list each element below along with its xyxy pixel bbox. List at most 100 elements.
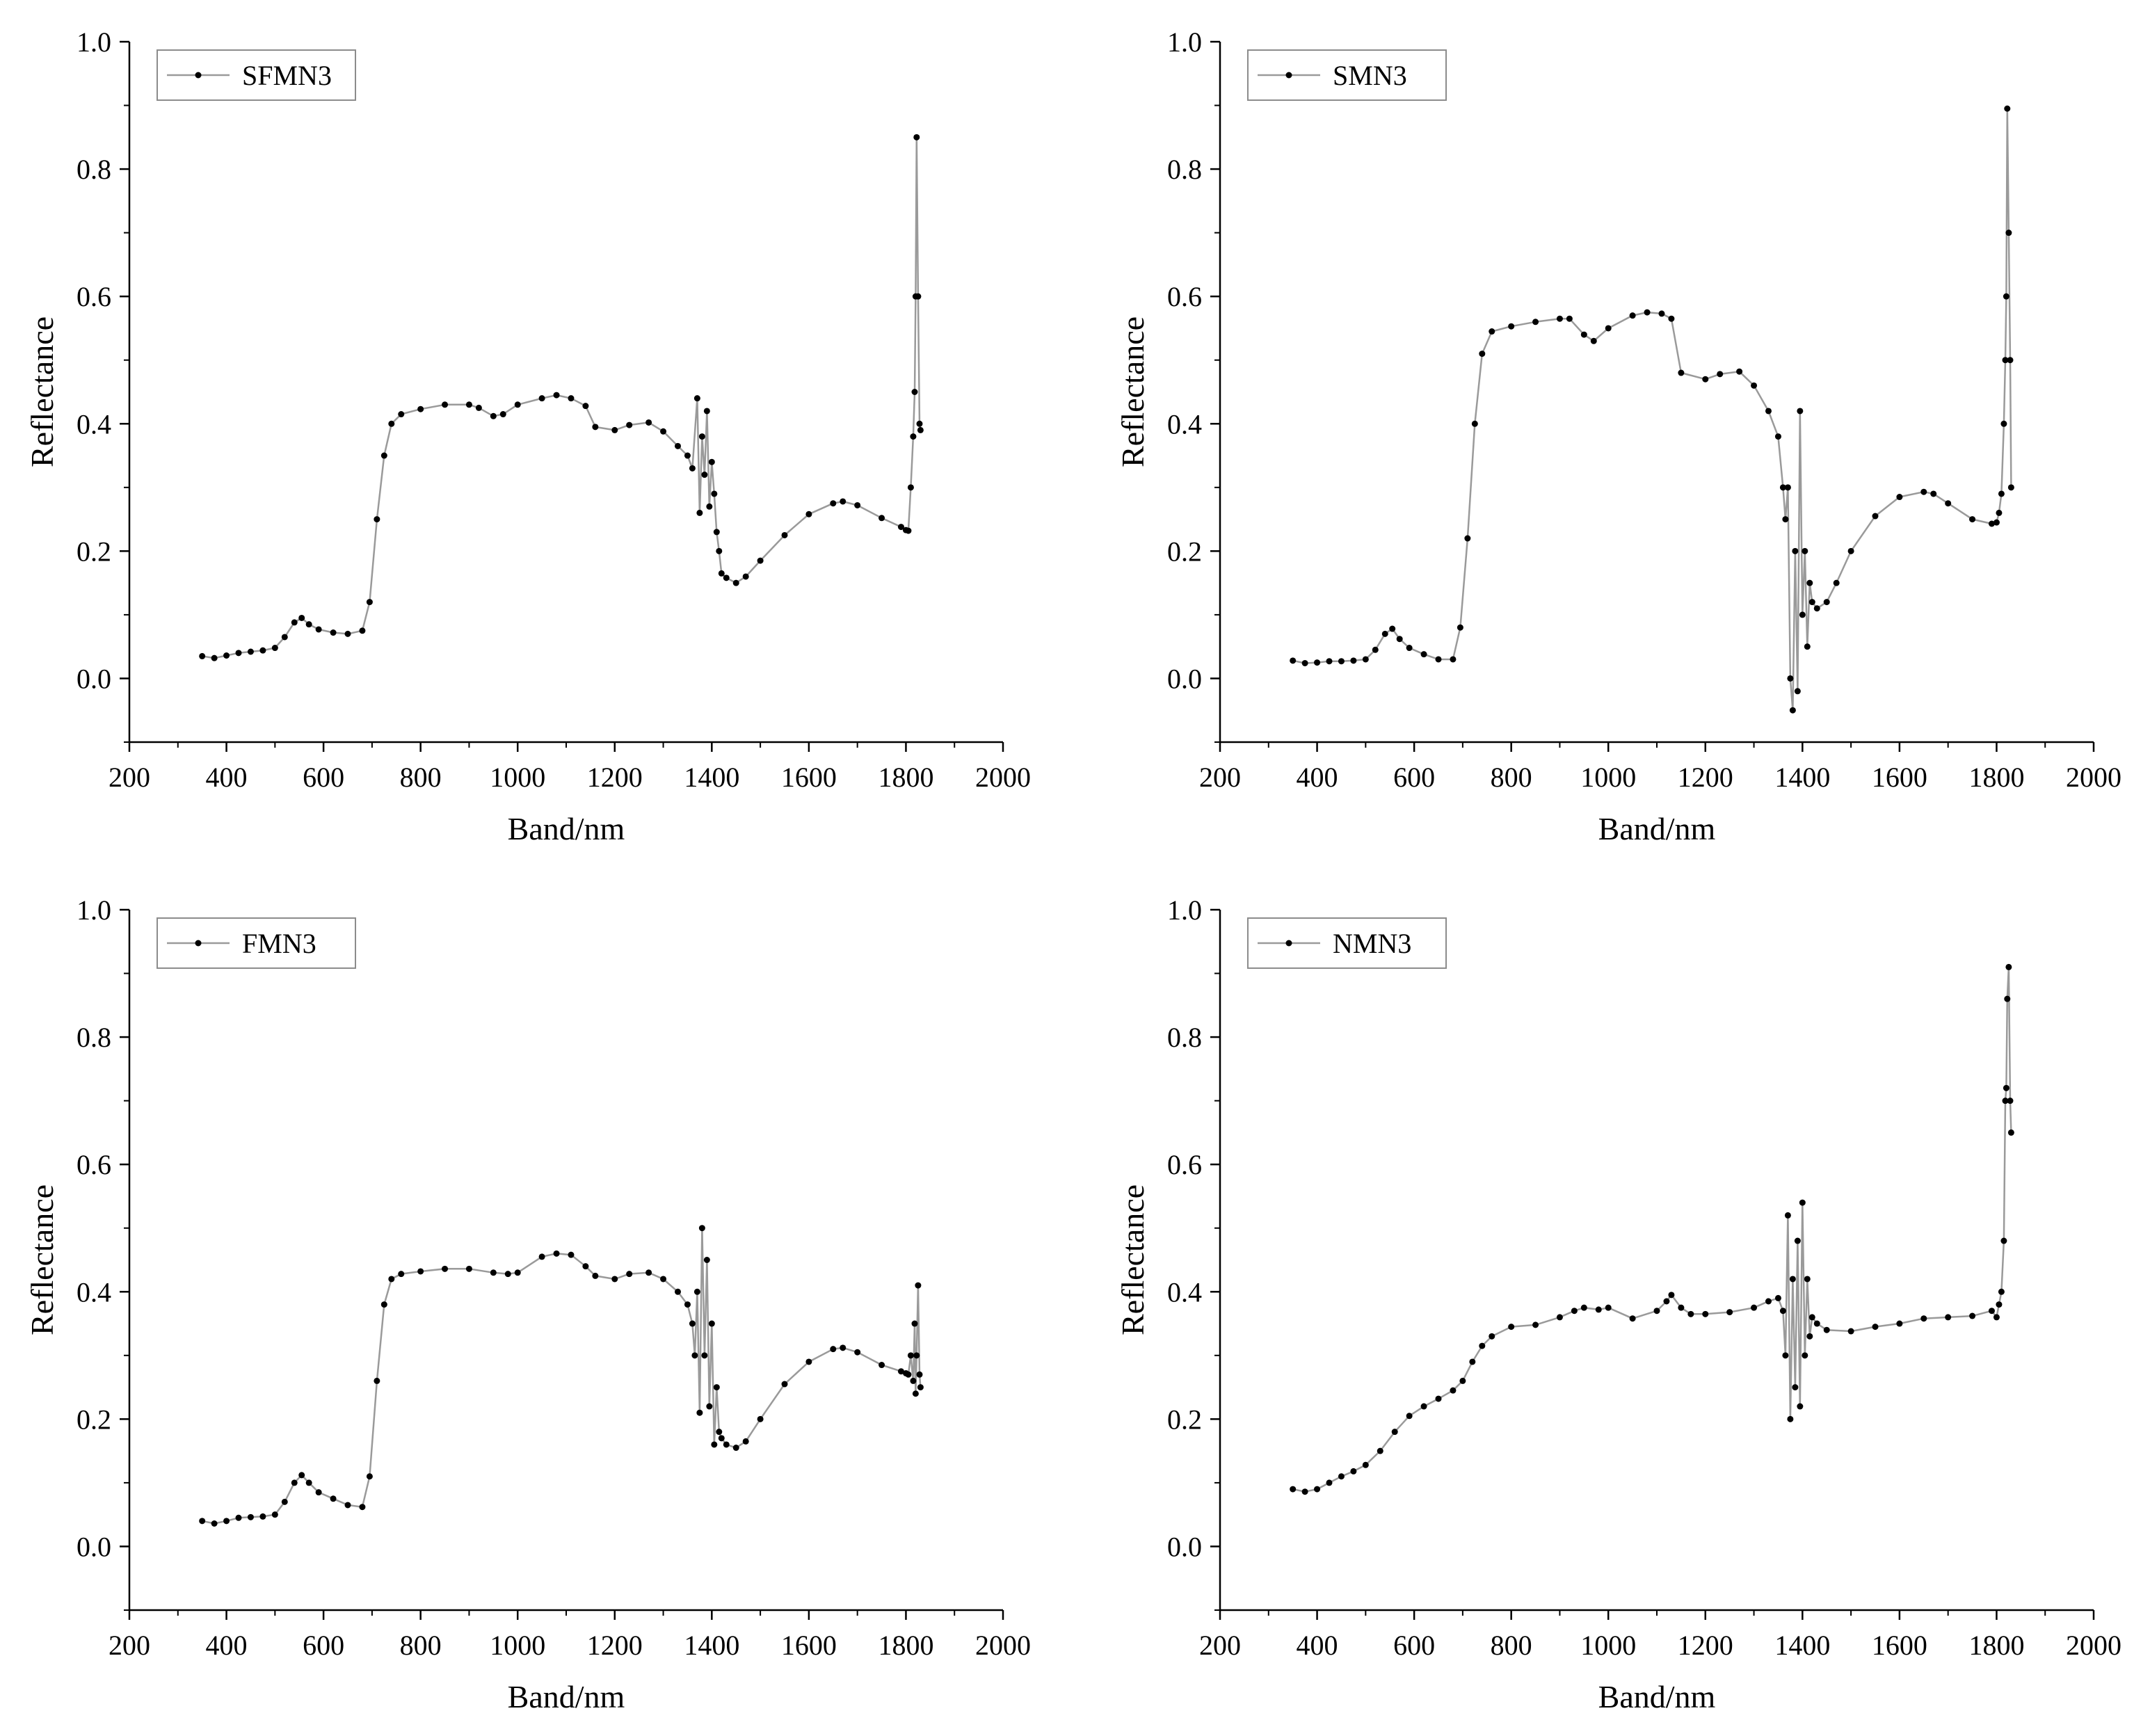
c1-data-point (1435, 656, 1442, 663)
c1-data-point (1290, 657, 1297, 664)
c0-data-point (913, 134, 920, 140)
c2-data-point (840, 1344, 847, 1351)
c2-data-point (626, 1271, 633, 1278)
c2-data-point (674, 1288, 681, 1295)
c0-data-point (380, 452, 387, 459)
c2-data-point (693, 1288, 700, 1295)
c1-y-tick-label: 0.8 (1167, 154, 1202, 185)
c1-data-point (1794, 688, 1801, 695)
c2-data-point (645, 1269, 652, 1276)
c0-x-tick-label: 1600 (781, 762, 837, 793)
c3-x-tick-label: 1600 (1872, 1630, 1927, 1661)
c0-data-point (442, 401, 449, 408)
c3-data-point (1792, 1384, 1799, 1391)
c2-data-point (582, 1263, 589, 1270)
c0-data-point (330, 629, 337, 636)
c3-x-tick-label: 1400 (1774, 1630, 1830, 1661)
c3-data-point (1653, 1308, 1660, 1315)
c2-data-point (330, 1495, 337, 1502)
c0-data-point (359, 627, 366, 634)
c3-data-point (1779, 1308, 1786, 1315)
c3-data-point (1450, 1387, 1457, 1394)
c1-data-point (1396, 636, 1403, 643)
c0-x-tick-label: 1400 (684, 762, 739, 793)
c0-data-point (388, 420, 395, 427)
c1-data-point (1702, 376, 1709, 383)
c2-data-point (259, 1513, 266, 1520)
c3-data-point (1350, 1468, 1357, 1474)
c3-data-point (1668, 1292, 1675, 1299)
c1-x-tick-label: 1800 (1968, 762, 2024, 793)
c2-data-point (538, 1253, 545, 1260)
c1-data-point (1644, 309, 1651, 316)
c1-data-point (1797, 408, 1804, 415)
c2-data-point (374, 1377, 380, 1384)
c2-data-point (689, 1320, 696, 1327)
c2-data-point (781, 1381, 788, 1388)
c0-data-point (592, 424, 599, 431)
c0-data-point (905, 527, 912, 534)
c2-data-point (490, 1269, 497, 1276)
c1-data-point (1489, 328, 1495, 335)
c2-data-point (711, 1441, 718, 1448)
c2-data-point (568, 1251, 575, 1258)
c1-data-point (1464, 535, 1471, 542)
c1-x-tick-label: 2000 (2066, 762, 2121, 793)
c2-y-tick-label: 0.0 (77, 1531, 111, 1562)
c3-data-point (1806, 1333, 1813, 1340)
c3-data-point (1896, 1320, 1903, 1327)
c0-data-point (538, 395, 545, 402)
c2-data-point (708, 1320, 715, 1327)
c1-data-point (1736, 368, 1743, 375)
c3-x-tick-label: 600 (1393, 1630, 1435, 1661)
c2-data-point (271, 1511, 278, 1518)
c2-data-point (916, 1371, 923, 1378)
c2-data-point (660, 1276, 667, 1283)
c3-data-point (1406, 1413, 1413, 1420)
c3-data-point (1678, 1304, 1685, 1311)
c2-x-tick-label: 1600 (781, 1630, 837, 1661)
c1-data-point (1362, 656, 1369, 663)
c1-x-tick-label: 800 (1491, 762, 1532, 793)
c1-data-point (1508, 323, 1515, 330)
c1-y-tick-label: 0.2 (1167, 536, 1202, 567)
c3-x-tick-label: 200 (1199, 1630, 1241, 1661)
c2-data-point (830, 1346, 837, 1353)
c3-data-point (1702, 1310, 1709, 1317)
c1-data-point (1969, 516, 1976, 523)
c1-data-point (1350, 657, 1357, 664)
c0-data-point (223, 652, 230, 659)
c1-data-point (1381, 630, 1388, 637)
c3-data-point (1802, 1352, 1808, 1359)
c2-data-point (701, 1352, 708, 1359)
c2-legend-label: FMN3 (242, 928, 316, 959)
c1-data-point (1804, 643, 1811, 650)
c3-data-point (1998, 1288, 2005, 1295)
c2-data-point (366, 1473, 373, 1480)
c2-data-point (281, 1498, 288, 1505)
c3-data-point (1301, 1488, 1308, 1495)
c2-y-tick-label: 0.4 (77, 1276, 111, 1308)
c3-data-point (2007, 1098, 2014, 1104)
c2-data-point (897, 1368, 904, 1375)
c3-data-point (2007, 1129, 2014, 1136)
c1-x-tick-label: 1200 (1678, 762, 1733, 793)
c3-data-point (1290, 1486, 1297, 1493)
c2-data-point (417, 1268, 424, 1275)
c3-data-point (2005, 963, 2012, 970)
c2-data-point (703, 1257, 710, 1263)
c2-data-point (713, 1384, 720, 1391)
c3-data-point (1532, 1321, 1539, 1328)
c0-data-point (259, 647, 266, 654)
c3-data-point (1508, 1324, 1515, 1331)
c2-data-point (442, 1265, 449, 1272)
c3-data-point (1765, 1298, 1772, 1305)
c1-legend-label: SMN3 (1333, 60, 1407, 91)
c0-data-point (398, 411, 405, 418)
c1-data-point (2005, 230, 2012, 236)
c0-data-point (490, 412, 497, 419)
c3-data-point (1813, 1320, 1820, 1327)
c1-data-point (1420, 651, 1427, 658)
c3-data-point (1996, 1301, 2003, 1308)
